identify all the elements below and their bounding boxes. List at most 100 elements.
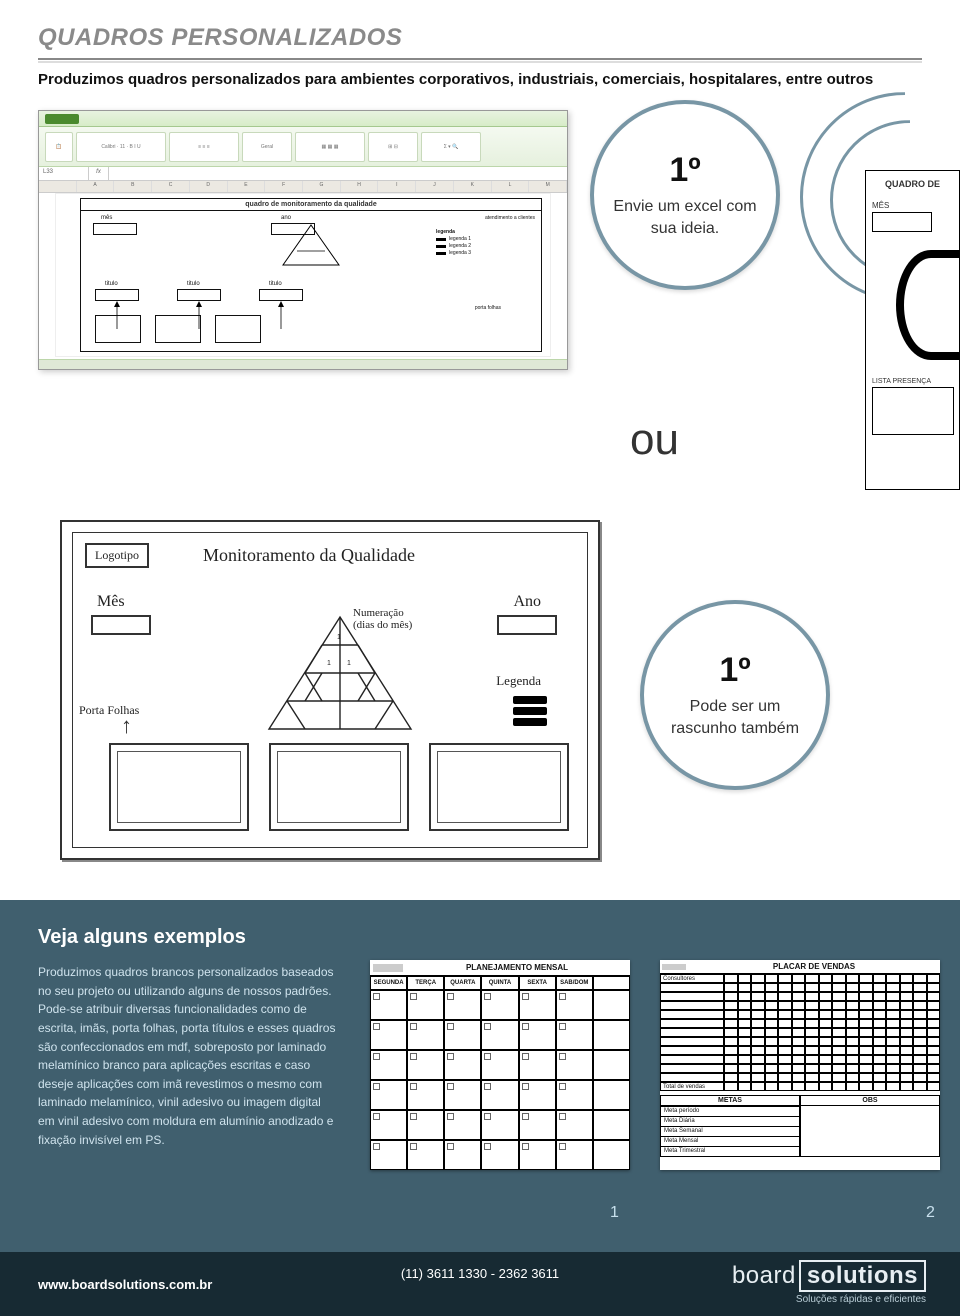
title-underline: [38, 58, 922, 60]
sketch-board: Logotipo Monitoramento da Qualidade Mês …: [60, 520, 600, 860]
step-text: Envie um excel com sua ideia.: [594, 196, 776, 239]
examples-panel: Veja alguns exemplos Produzimos quadros …: [0, 900, 960, 1252]
excel-ribbon: 📋 Calibri · 11 · B I U ≡ ≡ ≡ Geral ▦ ▦ ▦…: [39, 127, 567, 167]
step-circle-excel: 1º Envie um excel com sua ideia.: [590, 100, 780, 290]
ribbon-styles: ▦ ▦ ▦: [295, 132, 365, 162]
fx-icon: fx: [89, 167, 109, 180]
sketch-mes-label: Mês: [97, 593, 125, 611]
example2-header: PLACAR DE VENDAS: [660, 960, 940, 974]
svg-text:1: 1: [327, 660, 331, 667]
example2-title: PLACAR DE VENDAS: [690, 962, 938, 971]
legend-item: legenda 2: [436, 243, 471, 249]
label-atendimento: atendimento a clientes: [485, 215, 535, 221]
legend-item: legenda 1: [436, 236, 471, 242]
step-number: 1º: [669, 151, 700, 190]
clipped-title: QUADRO DE: [872, 179, 953, 189]
example1-title: PLANEJAMENTO MENSAL: [407, 963, 627, 972]
triangle-icon: [281, 223, 341, 267]
header: QUADROS PERSONALIZADOS Produzimos quadro…: [0, 0, 960, 110]
ribbon-paste: 📋: [45, 132, 73, 162]
example-number: 2: [926, 1204, 935, 1222]
sketch-porta-box: [429, 743, 569, 831]
svg-text:1: 1: [347, 660, 351, 667]
pyramid-icon: 1 1 1: [265, 613, 415, 733]
board-header: quadro de monitoramento da qualidade: [81, 199, 541, 211]
excel-titlebar: [39, 111, 567, 127]
sketch-porta-box: [269, 743, 409, 831]
worksheet: quadro de monitoramento da qualidade mês…: [55, 193, 551, 357]
examples-body: Produzimos quadros brancos personalizado…: [38, 963, 338, 1149]
legend: legenda legenda 1 legenda 2 legenda 3: [436, 229, 471, 257]
sales-grid: ConsultoresTotal de vendas: [660, 974, 940, 1091]
label-porta-folhas: porta folhas: [475, 305, 501, 311]
obs-header: OBS: [801, 1096, 939, 1106]
sketch-ano-box: [497, 615, 557, 635]
label-titulo: titulo: [105, 281, 118, 287]
excel-statusbar: [39, 359, 567, 369]
label-titulo: titulo: [269, 281, 282, 287]
example1-logo: [373, 964, 403, 972]
brand-word-a: board: [732, 1262, 796, 1289]
legend-item: legenda 3: [436, 250, 471, 256]
example-planejamento: PLANEJAMENTO MENSAL SEGUNDATERÇAQUARTAQU…: [370, 960, 630, 1170]
metas-rows: Meta períodoMeta DiáriaMeta SemanalMeta …: [661, 1106, 799, 1156]
ribbon-font: Calibri · 11 · B I U: [76, 132, 166, 162]
page: QUADROS PERSONALIZADOS Produzimos quadro…: [0, 0, 960, 1316]
excel-formula-bar: L33 fx: [39, 167, 567, 181]
metas-header: METAS: [661, 1096, 799, 1106]
sketch-title: Monitoramento da Qualidade: [203, 545, 415, 566]
ribbon-number: Geral: [242, 132, 292, 162]
page-subtitle: Produzimos quadros personalizados para a…: [0, 60, 960, 110]
name-box: L33: [39, 167, 89, 180]
separator-ou: ou: [630, 415, 679, 465]
metas-section: METAS Meta períodoMeta DiáriaMeta Semana…: [660, 1095, 940, 1157]
page-title: QUADROS PERSONALIZADOS: [0, 6, 960, 56]
example2-logo: [662, 964, 686, 970]
row-step1-excel: 📋 Calibri · 11 · B I U ≡ ≡ ≡ Geral ▦ ▦ ▦…: [0, 110, 960, 400]
obs-body: [801, 1106, 939, 1156]
ribbon-align: ≡ ≡ ≡: [169, 132, 239, 162]
footer: www.boardsolutions.com.br (11) 3611 1330…: [0, 1252, 960, 1316]
metas-column: METAS Meta períodoMeta DiáriaMeta Semana…: [660, 1095, 800, 1157]
step-circle-sketch: 1º Pode ser um rascunho também: [640, 600, 830, 790]
brand-logo: boardsolutions: [732, 1260, 926, 1292]
legend-label: legenda: [436, 229, 471, 235]
clipped-mes-box: [872, 212, 932, 232]
brand-tagline: Soluções rápidas e eficientes: [732, 1294, 926, 1305]
brand-word-b: solutions: [799, 1260, 926, 1292]
clipped-board: QUADRO DE MÊS LISTA PRESENÇA: [865, 170, 960, 490]
examples-heading: Veja alguns exemplos: [38, 926, 922, 949]
ribbon-cells: ⊞ ⊟: [368, 132, 418, 162]
footer-url[interactable]: www.boardsolutions.com.br: [38, 1277, 212, 1292]
arrows: [93, 299, 313, 339]
svg-text:1: 1: [337, 634, 341, 641]
sketch-legenda-items: [513, 693, 547, 729]
footer-brand: boardsolutions Soluções rápidas e eficie…: [732, 1260, 926, 1305]
calendar-grid: SEGUNDATERÇAQUARTAQUINTASEXTASAB/DOM: [370, 976, 630, 1170]
clipped-lista-label: LISTA PRESENÇA: [872, 378, 953, 385]
ribbon-editing: Σ ▾ 🔍: [421, 132, 481, 162]
example1-header: PLANEJAMENTO MENSAL: [370, 960, 630, 976]
obs-column: OBS: [800, 1095, 940, 1157]
footer-phone: (11) 3611 1330 - 2362 3611: [401, 1266, 559, 1281]
sketch-legenda-label: Legenda: [496, 673, 541, 689]
label-ano: ano: [281, 215, 291, 221]
clipped-lista-box: [872, 387, 954, 435]
sketch-logo: Logotipo: [85, 543, 149, 568]
sketch-inner: Logotipo Monitoramento da Qualidade Mês …: [72, 532, 588, 848]
clipped-mes-label: MÊS: [872, 201, 953, 210]
sketch-porta-box: [109, 743, 249, 831]
label-titulo: titulo: [187, 281, 200, 287]
step-text: Pode ser um rascunho também: [644, 696, 826, 739]
field-mes: [93, 223, 137, 235]
sketch-ano-label: Ano: [513, 593, 541, 611]
clipped-circle: [896, 250, 960, 360]
step-number: 1º: [719, 651, 750, 690]
drawn-board: quadro de monitoramento da qualidade mês…: [80, 198, 542, 352]
label-mes: mês: [101, 215, 112, 221]
example-placar: PLACAR DE VENDAS ConsultoresTotal de ven…: [660, 960, 940, 1170]
column-headers: ABCDEFGHIJKLM: [39, 181, 567, 193]
excel-screenshot: 📋 Calibri · 11 · B I U ≡ ≡ ≡ Geral ▦ ▦ ▦…: [38, 110, 568, 370]
sketch-arrow-icon: ↑: [121, 713, 132, 739]
example-number: 1: [610, 1204, 619, 1222]
